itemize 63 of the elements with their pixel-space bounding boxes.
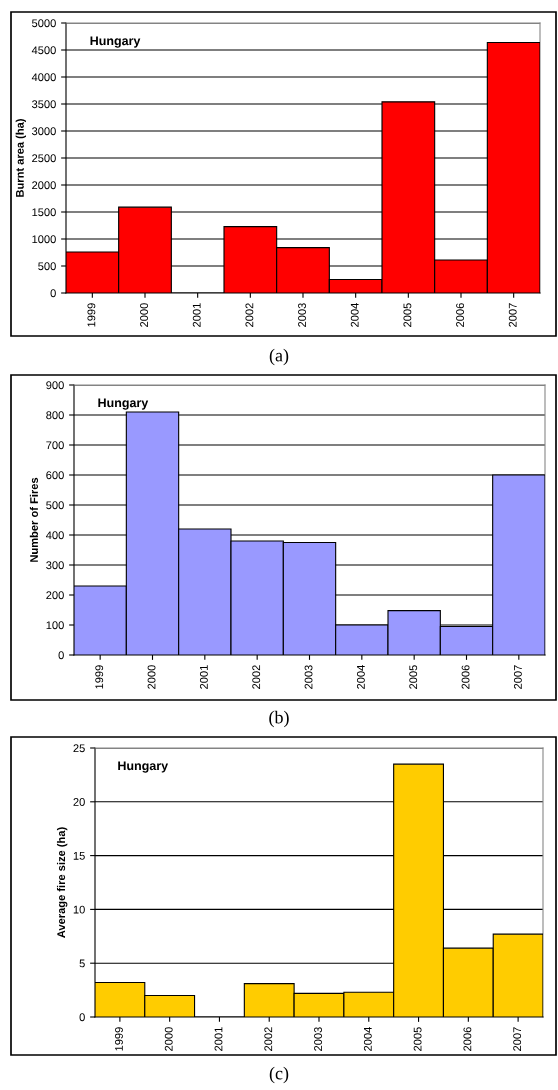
y-tick-label: 0 xyxy=(58,651,64,660)
y-tick-label: 800 xyxy=(46,411,64,420)
y-tick-label: 500 xyxy=(46,501,64,510)
y-tick-label: 1000 xyxy=(32,235,56,244)
x-tick-label: 2004 xyxy=(350,303,359,327)
y-tick-label: 200 xyxy=(46,591,64,600)
x-tick-label: 2003 xyxy=(314,1027,322,1051)
x-tick-label: 2005 xyxy=(403,303,412,327)
y-tick-label: 4000 xyxy=(31,73,56,82)
x-tick-label: 2007 xyxy=(513,665,522,689)
y-tick-label: 5000 xyxy=(32,19,56,28)
y-tick-label: 300 xyxy=(46,561,64,570)
x-tick-label: 2005 xyxy=(413,1027,422,1051)
y-axis-title: Average fire size (ha) xyxy=(56,827,68,938)
x-tick-label: 1999 xyxy=(115,1027,123,1051)
y-tick-label: 2500 xyxy=(32,154,56,163)
x-tick-label: 2003 xyxy=(298,303,306,327)
y-axis-title: Burnt area (ha) xyxy=(15,119,27,197)
y-tick-label: 3000 xyxy=(31,127,56,136)
x-tick-label: 1999 xyxy=(87,303,96,327)
y-tick-label: 1500 xyxy=(32,208,56,217)
y-tick-label: 700 xyxy=(46,441,64,450)
x-tick-label: 2002 xyxy=(264,1027,273,1051)
x-tick-label: 2001 xyxy=(199,665,208,689)
y-tick-label: 100 xyxy=(46,621,64,630)
x-tick-label: 2003 xyxy=(304,665,313,689)
annotation: Hungary xyxy=(98,398,149,410)
text: (c) xyxy=(269,1066,289,1084)
x-tick-label: 2005 xyxy=(409,665,418,689)
x-tick-label: 2007 xyxy=(508,303,517,327)
y-tick-label: 4500 xyxy=(31,46,56,55)
y-tick-label: 900 xyxy=(46,381,64,390)
x-tick-label: 2001 xyxy=(214,1027,223,1051)
y-tick-label: 15 xyxy=(73,851,85,860)
x-tick-label: 2007 xyxy=(513,1027,522,1051)
annotation: Hungary xyxy=(118,761,169,773)
y-tick-label: 20 xyxy=(73,798,85,806)
text: (a) xyxy=(269,348,289,366)
x-tick-label: 2002 xyxy=(252,665,261,689)
y-tick-label: 600 xyxy=(46,471,64,480)
x-tick-label: 2006 xyxy=(456,303,464,327)
x-tick-label: 2000 xyxy=(140,303,148,327)
x-tick-label: 1999 xyxy=(95,665,104,689)
y-axis-title: Number of Fires xyxy=(29,477,38,562)
text: (b) xyxy=(269,710,289,728)
x-tick-label: 2000 xyxy=(147,665,156,689)
y-tick-label: 0 xyxy=(79,1013,85,1022)
y-tick-label: 400 xyxy=(46,531,64,540)
y-tick-label: 0 xyxy=(50,289,56,298)
x-tick-label: 2002 xyxy=(245,303,254,327)
y-tick-label: 500 xyxy=(38,262,56,271)
annotation: Hungary xyxy=(90,36,141,48)
x-tick-label: 2006 xyxy=(461,665,470,689)
x-tick-label: 2000 xyxy=(164,1027,173,1051)
y-tick-label: 5 xyxy=(79,959,85,968)
x-tick-label: 2006 xyxy=(463,1027,472,1051)
y-tick-label: 10 xyxy=(73,905,85,914)
y-tick-label: 2000 xyxy=(32,181,56,190)
x-tick-label: 2004 xyxy=(356,665,365,689)
y-tick-label: 25 xyxy=(73,744,85,753)
y-tick-label: 3500 xyxy=(31,100,56,109)
x-tick-label: 2001 xyxy=(192,303,201,327)
x-tick-label: 2004 xyxy=(363,1027,372,1051)
